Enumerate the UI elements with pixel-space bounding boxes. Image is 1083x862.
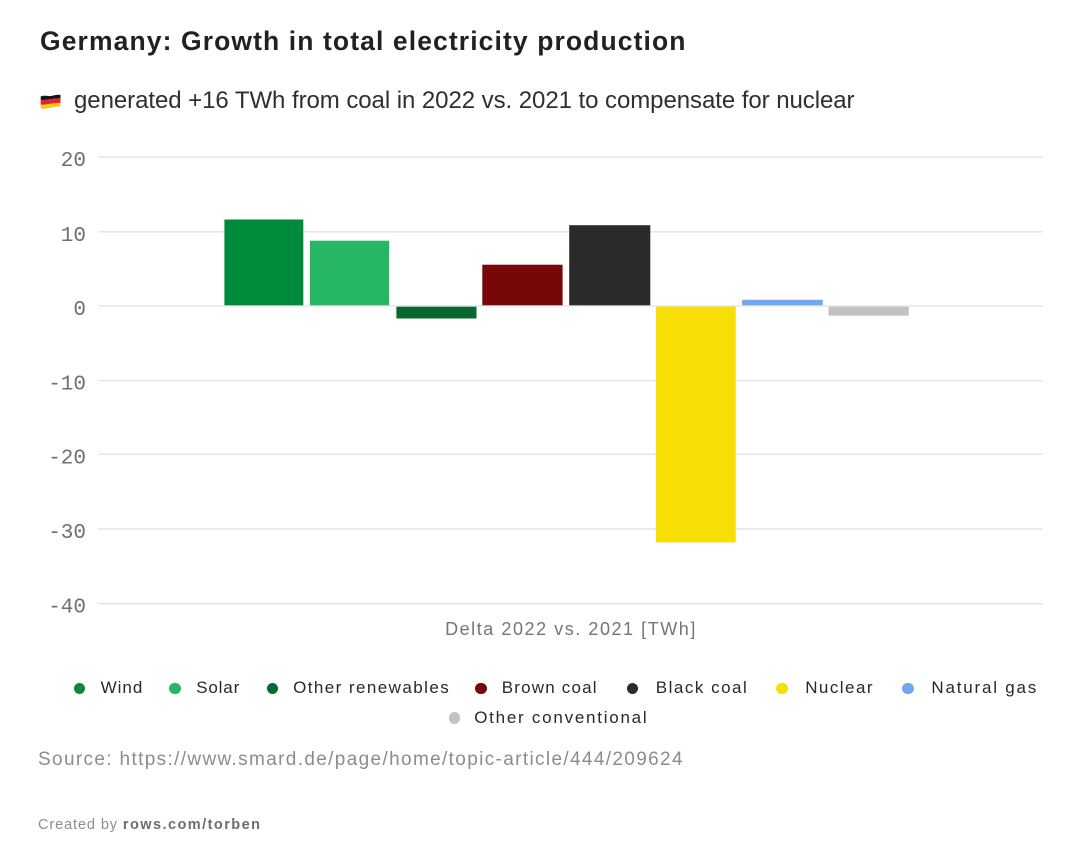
svg-text:-10: -10 xyxy=(48,374,86,397)
svg-text:-30: -30 xyxy=(48,522,86,545)
svg-text:-40: -40 xyxy=(48,597,86,620)
svg-text:-20: -20 xyxy=(48,447,86,470)
svg-text:20: 20 xyxy=(61,150,86,173)
svg-text:0: 0 xyxy=(73,299,86,322)
svg-text:10: 10 xyxy=(61,225,86,248)
